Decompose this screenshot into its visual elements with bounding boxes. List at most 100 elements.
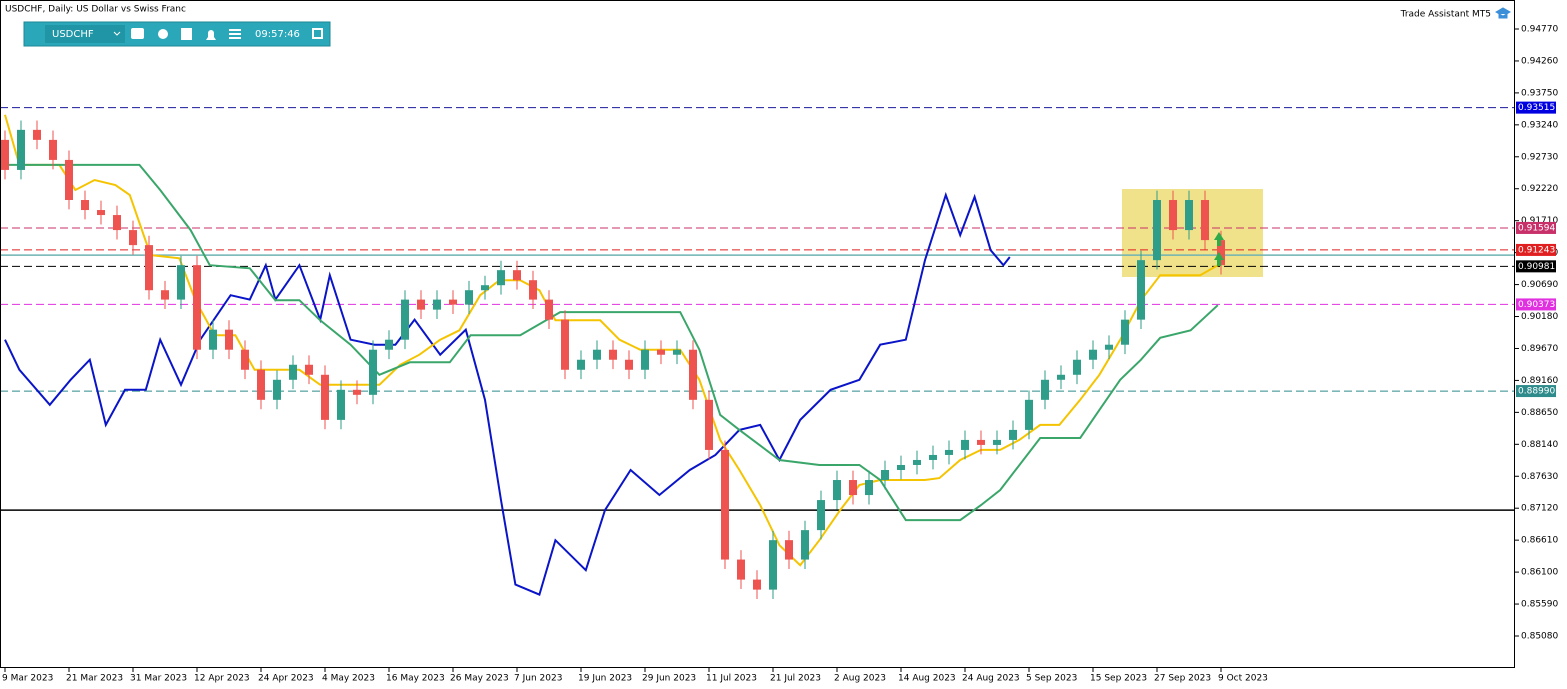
chart-title: USDCHF, Daily: US Dollar vs Swiss Franc xyxy=(5,5,186,15)
x-tick-label: 24 Aug 2023 xyxy=(962,674,1020,684)
candle-body xyxy=(657,349,665,355)
candle-body xyxy=(1057,374,1065,380)
candle-body xyxy=(17,129,25,170)
candle-body xyxy=(1105,344,1113,350)
level-label: 0.88990 xyxy=(1518,387,1555,397)
candle-body xyxy=(753,579,761,590)
level-label-bg xyxy=(1516,298,1556,311)
candle-body xyxy=(945,449,953,455)
candle-body xyxy=(97,210,105,216)
candle-body xyxy=(241,349,249,370)
view-button[interactable] xyxy=(158,29,168,39)
indicator-line xyxy=(4,191,1011,596)
candle-body xyxy=(881,469,889,481)
level-label-bg xyxy=(1516,385,1556,398)
x-tick-label: 27 Sep 2023 xyxy=(1154,674,1211,684)
indicator-line xyxy=(5,163,1219,522)
candle-body xyxy=(369,349,377,395)
candle-body xyxy=(897,464,905,470)
level-label-bg xyxy=(1516,243,1556,256)
candle-body xyxy=(625,359,633,370)
x-tick-label: 11 Jul 2023 xyxy=(706,674,757,684)
candle-body xyxy=(817,500,825,531)
candle-body xyxy=(65,159,73,201)
level-label-bg xyxy=(1516,260,1556,273)
y-tick-label: 0.87120 xyxy=(1521,504,1558,514)
candle-body xyxy=(321,374,329,420)
candle-body xyxy=(721,449,729,560)
x-tick-label: 7 Jun 2023 xyxy=(514,674,562,684)
calendar-button[interactable] xyxy=(181,28,192,40)
y-tick-label: 0.86610 xyxy=(1521,536,1558,546)
candle-body xyxy=(785,540,793,560)
level-label: 0.91594 xyxy=(1518,223,1555,233)
candle-body xyxy=(353,389,361,395)
candle-body xyxy=(273,379,281,400)
candle-body xyxy=(1121,319,1129,345)
candle-body xyxy=(705,399,713,450)
candle-body xyxy=(689,349,697,400)
candle-body xyxy=(737,559,745,580)
y-tick-label: 0.90180 xyxy=(1521,312,1558,322)
candle-body xyxy=(1217,240,1225,266)
y-tick-label: 0.92220 xyxy=(1521,184,1558,194)
candle-body xyxy=(385,339,393,350)
candle-body xyxy=(433,299,441,310)
candle-body xyxy=(529,280,537,300)
candle-body xyxy=(401,299,409,340)
candle-body xyxy=(1201,200,1209,241)
candle-body xyxy=(833,480,841,501)
x-tick-label: 14 Aug 2023 xyxy=(898,674,956,684)
menu-button[interactable] xyxy=(229,29,241,39)
candle-body xyxy=(961,439,969,450)
x-tick-label: 9 Mar 2023 xyxy=(2,674,53,684)
x-tick-label: 21 Jul 2023 xyxy=(770,674,821,684)
candle-body xyxy=(1169,200,1177,231)
level-label: 0.91243 xyxy=(1518,245,1555,255)
candle-body xyxy=(305,364,313,375)
indicator-line xyxy=(4,114,1219,567)
candle-body xyxy=(161,290,169,300)
alert-button[interactable] xyxy=(206,30,216,40)
x-tick-label: 29 Jun 2023 xyxy=(642,674,696,684)
candle-body xyxy=(577,359,585,370)
candle-body xyxy=(977,439,985,445)
y-tick-label: 0.94260 xyxy=(1521,56,1558,66)
y-tick-label: 0.93750 xyxy=(1521,88,1558,98)
candle-body xyxy=(465,290,473,305)
x-tick-label: 19 Jun 2023 xyxy=(578,674,632,684)
candle-body xyxy=(129,230,137,246)
candle-body xyxy=(609,349,617,360)
y-tick-label: 0.93240 xyxy=(1521,120,1558,130)
candle-body xyxy=(1,139,9,170)
candle-body xyxy=(913,459,921,465)
level-label: 0.93515 xyxy=(1518,103,1555,113)
level-label-bg xyxy=(1516,221,1556,234)
assistant-icon[interactable] xyxy=(1494,7,1512,19)
level-label: 0.90373 xyxy=(1518,300,1555,310)
level-label: 0.90981 xyxy=(1518,262,1555,272)
candle-body xyxy=(1137,260,1145,320)
candle-body xyxy=(257,369,265,400)
y-tick-label: 0.85080 xyxy=(1521,631,1558,641)
x-tick-label: 15 Sep 2023 xyxy=(1090,674,1147,684)
candle-body xyxy=(673,349,681,355)
candle-body xyxy=(1089,349,1097,360)
candle-body xyxy=(545,299,553,320)
candle-body xyxy=(177,265,185,300)
symbol-select[interactable] xyxy=(45,25,125,43)
window-button[interactable] xyxy=(312,28,323,39)
x-tick-label: 31 Mar 2023 xyxy=(130,674,187,684)
x-tick-label: 4 May 2023 xyxy=(322,674,375,684)
y-tick-label: 0.89670 xyxy=(1521,344,1558,354)
toolbar: USDCHF 09:57:46 xyxy=(23,21,331,47)
y-tick-label: 0.94770 xyxy=(1521,25,1558,35)
x-tick-label: 24 Apr 2023 xyxy=(258,674,314,684)
screenshot-button[interactable] xyxy=(131,28,144,39)
toolbar-symbol: USDCHF xyxy=(52,29,94,40)
x-tick-label: 2 Aug 2023 xyxy=(834,674,886,684)
plot-border xyxy=(0,0,1515,668)
y-tick-label: 0.87630 xyxy=(1521,472,1558,482)
candle-body xyxy=(1041,379,1049,400)
